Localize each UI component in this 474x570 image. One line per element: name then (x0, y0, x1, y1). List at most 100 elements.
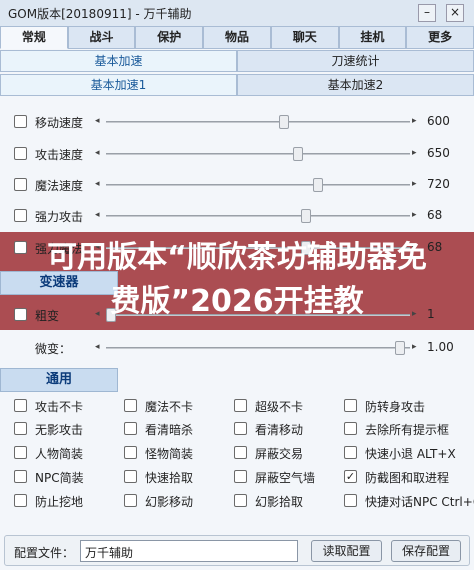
slider-right-arrow: ▸ (412, 148, 417, 158)
checkbox[interactable] (14, 178, 27, 191)
config-input[interactable]: 万千辅助 (80, 540, 298, 562)
slider-value: 68 (427, 208, 443, 222)
slider-left-arrow: ◂ (95, 309, 100, 319)
section-header: 变速器 (0, 271, 118, 295)
slider-left-arrow: ◂ (95, 179, 100, 189)
checkbox-label[interactable]: 幻影拾取 (255, 495, 304, 509)
slider-left-arrow: ◂ (95, 210, 100, 220)
checkbox-label[interactable]: 怪物简装 (145, 447, 194, 461)
tab[interactable]: 保护 (135, 26, 204, 49)
checkbox[interactable] (344, 399, 357, 412)
checkbox-label[interactable]: 看清移动 (255, 423, 304, 437)
slider-thumb[interactable] (301, 209, 311, 223)
checkbox-label[interactable]: 去除所有提示框 (365, 423, 450, 437)
slider-thumb[interactable] (293, 147, 303, 161)
checkbox[interactable] (124, 422, 137, 435)
checkbox[interactable] (14, 115, 27, 128)
checkbox[interactable] (344, 446, 357, 459)
checkbox[interactable] (14, 308, 27, 321)
slider-label: 魔法速度 (35, 179, 84, 193)
checkbox[interactable] (14, 209, 27, 222)
tab[interactable]: 更多 (406, 26, 474, 49)
slider-thumb[interactable] (395, 341, 405, 355)
slider-label: 移动速度 (35, 116, 84, 130)
checkbox-label[interactable]: 人物简装 (35, 447, 84, 461)
checkbox-label[interactable]: 快速小退 ALT+X (365, 447, 456, 461)
checkbox[interactable] (14, 446, 27, 459)
minimize-button[interactable]: – (418, 4, 436, 22)
slider-thumb[interactable] (279, 115, 289, 129)
checkbox-label[interactable]: 屏蔽空气墙 (255, 471, 316, 485)
checkbox[interactable] (124, 494, 137, 507)
checkbox[interactable] (234, 422, 247, 435)
checkbox-label[interactable]: 快速拾取 (145, 471, 194, 485)
slider-label: 攻击速度 (35, 148, 84, 162)
tab[interactable]: 物品 (203, 26, 271, 49)
slider-right-arrow: ▸ (412, 309, 417, 319)
slider-label: 微变： (35, 342, 72, 356)
checkbox[interactable] (344, 422, 357, 435)
slider-left-arrow: ◂ (95, 116, 100, 126)
checkbox-label[interactable]: 幻影移动 (145, 495, 194, 509)
checkbox-label[interactable]: 快捷对话NPC Ctrl+Q (365, 495, 474, 509)
checkbox[interactable] (14, 241, 27, 254)
checkbox-label[interactable]: 看清暗杀 (145, 423, 194, 437)
button[interactable]: 读取配置 (311, 540, 382, 562)
checkbox[interactable] (14, 494, 27, 507)
slider-left-arrow: ◂ (95, 242, 100, 252)
slider-value: 720 (427, 177, 450, 191)
checkbox-label[interactable]: 无影攻击 (35, 423, 84, 437)
slider-right-arrow: ▸ (412, 116, 417, 126)
checkbox-label[interactable]: 防截图和取进程 (365, 471, 450, 485)
checkbox[interactable] (124, 399, 137, 412)
checkbox-label[interactable]: 攻击不卡 (35, 400, 84, 414)
sub-tab[interactable]: 基本加速1 (0, 74, 237, 96)
checkbox-label[interactable]: 防转身攻击 (365, 400, 426, 414)
checkbox[interactable] (14, 147, 27, 160)
slider-track (106, 247, 410, 249)
slider-right-arrow: ▸ (412, 242, 417, 252)
checkbox[interactable] (124, 446, 137, 459)
tab[interactable]: 战斗 (67, 26, 136, 49)
checkbox[interactable] (14, 399, 27, 412)
config-label: 配置文件： (14, 546, 75, 560)
tab[interactable]: 常规 (0, 26, 68, 49)
checkbox-label[interactable]: NPC简装 (35, 471, 84, 485)
checkbox[interactable] (124, 470, 137, 483)
window-title: GOM版本[20180911] - 万千辅助 (0, 0, 474, 26)
checkbox-label[interactable]: 屏蔽交易 (255, 447, 304, 461)
checkbox[interactable]: ✓ (344, 470, 357, 483)
slider-thumb[interactable] (301, 241, 311, 255)
checkbox-label[interactable]: 超级不卡 (255, 400, 304, 414)
checkbox-label[interactable]: 魔法不卡 (145, 400, 194, 414)
checkbox[interactable] (234, 494, 247, 507)
checkbox[interactable] (234, 446, 247, 459)
slider-thumb[interactable] (106, 308, 116, 322)
checkbox[interactable] (234, 399, 247, 412)
slider-track (106, 184, 410, 186)
button[interactable]: 保存配置 (391, 540, 461, 562)
checkbox-label[interactable]: 防止挖地 (35, 495, 84, 509)
checkbox[interactable] (14, 422, 27, 435)
section-header: 通用 (0, 368, 118, 392)
sub-tab[interactable]: 基本加速 (0, 50, 237, 72)
tab[interactable]: 挂机 (338, 26, 407, 49)
checkbox[interactable] (14, 470, 27, 483)
sub-tab[interactable]: 刀速统计 (237, 50, 474, 72)
slider-track (106, 314, 410, 316)
slider-value: 600 (427, 114, 450, 128)
slider-label: 强力魔法 (35, 242, 84, 256)
slider-track (106, 215, 410, 217)
sub-tab[interactable]: 基本加速2 (237, 74, 474, 96)
slider-right-arrow: ▸ (412, 342, 417, 352)
slider-label: 强力攻击 (35, 210, 84, 224)
slider-thumb[interactable] (313, 178, 323, 192)
slider-value: 1.00 (427, 340, 454, 354)
slider-right-arrow: ▸ (412, 210, 417, 220)
tab[interactable]: 聊天 (270, 26, 339, 49)
checkbox[interactable] (234, 470, 247, 483)
checkbox[interactable] (344, 494, 357, 507)
close-button[interactable]: × (446, 4, 464, 22)
slider-track (106, 347, 410, 349)
